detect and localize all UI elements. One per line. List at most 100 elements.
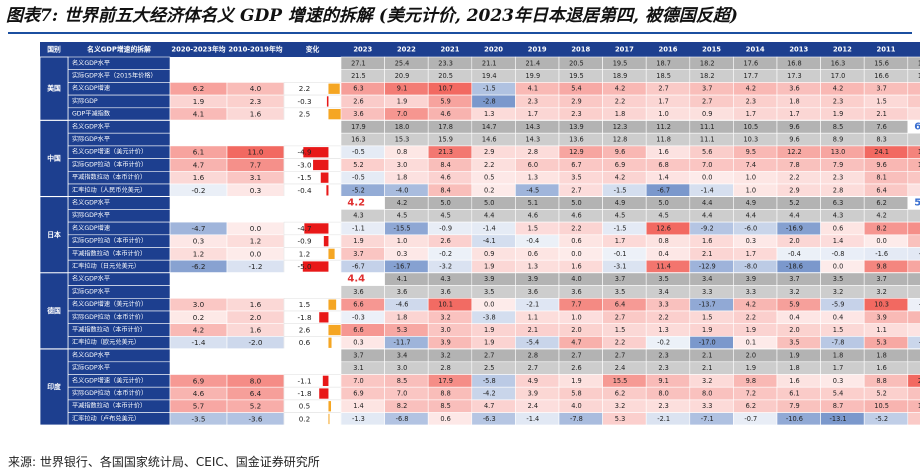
year-value: 4.5 bbox=[615, 212, 625, 220]
year-value: 14.3 bbox=[526, 123, 541, 131]
avg2-value: 1.6 bbox=[250, 326, 262, 335]
avg2-value: -1.2 bbox=[248, 262, 262, 271]
year-value: 1.7 bbox=[528, 110, 538, 118]
year-value: 4.4 bbox=[702, 212, 712, 220]
year-value: 5.0 bbox=[658, 199, 668, 207]
year-value: -1.3 bbox=[352, 415, 365, 423]
year-value: 3.7 bbox=[876, 275, 886, 283]
year-value: 6.9 bbox=[353, 390, 363, 398]
change-value: 2.6 bbox=[299, 326, 311, 335]
year-value: 18.0 bbox=[395, 123, 410, 131]
header-year-2020: 2020 bbox=[484, 46, 503, 54]
year-value: 2.3 bbox=[571, 110, 581, 118]
row-label: 实际GDP水平（2015年价格） bbox=[72, 72, 157, 80]
year-value: 3.2 bbox=[833, 288, 843, 296]
year-value: 6.6 bbox=[353, 326, 363, 334]
year-value: 1.8 bbox=[615, 110, 625, 118]
year-value: 11.4 bbox=[656, 263, 671, 271]
change-cell bbox=[283, 170, 342, 185]
year-cell bbox=[907, 323, 920, 337]
year-value: 3.0 bbox=[440, 326, 450, 334]
avg2-value: -3.6 bbox=[248, 414, 262, 423]
year-value: 1.9 bbox=[746, 326, 756, 334]
header-row bbox=[40, 42, 920, 58]
row-label: 平减指数拉动（本币计价） bbox=[72, 249, 146, 257]
row-label: 名义GDP水平 bbox=[72, 199, 110, 207]
change-value: -4.7 bbox=[298, 224, 312, 233]
year-value: 10.5 bbox=[874, 402, 889, 410]
country-label: 日本 bbox=[47, 230, 61, 239]
year-value: 4.1 bbox=[528, 85, 538, 93]
header-metric: 名义GDP增速的拆解 bbox=[87, 45, 151, 54]
year-value: 2.7 bbox=[484, 351, 494, 359]
year-value: 6.3 bbox=[353, 85, 363, 93]
avg2-value: 4.0 bbox=[250, 84, 262, 93]
avg1-value: -4.7 bbox=[191, 224, 205, 233]
year-value: 2.7 bbox=[702, 97, 712, 105]
change-value: 0.2 bbox=[299, 414, 310, 423]
year-value: 4.7 bbox=[571, 339, 581, 347]
year-value: 1.7 bbox=[789, 110, 799, 118]
year-value: -0.2 bbox=[657, 339, 670, 347]
change-bar bbox=[319, 388, 329, 399]
year-value: 13.9 bbox=[569, 123, 584, 131]
year-cell bbox=[907, 69, 920, 83]
year-value: 5.3 bbox=[876, 339, 886, 347]
year-value: 2.2 bbox=[615, 97, 625, 105]
row-label: 实际GDP bbox=[72, 97, 98, 105]
year-value: 1.5 bbox=[702, 313, 712, 321]
year-value: 3.5 bbox=[571, 174, 581, 182]
change-bar bbox=[323, 235, 329, 247]
avg2-value: 1.6 bbox=[250, 300, 262, 309]
year-value: 5.0 bbox=[571, 199, 581, 207]
year-value: 1.4 bbox=[658, 174, 668, 182]
year-value: 2.2 bbox=[615, 339, 625, 347]
year-value: 10.6 bbox=[918, 161, 920, 169]
year-value: -12.9 bbox=[699, 263, 716, 271]
year-value: 1.0 bbox=[571, 313, 581, 321]
year-value: -2.1 bbox=[657, 415, 670, 423]
year-value: 4.0 bbox=[571, 275, 581, 283]
year-value: 3.4 bbox=[397, 351, 407, 359]
year-value: 13.6 bbox=[569, 136, 584, 144]
year-value: 4.2 bbox=[397, 199, 407, 207]
avg2-value: 0.3 bbox=[250, 186, 261, 195]
year-value: 1.3 bbox=[528, 174, 538, 182]
year-value: 1.6 bbox=[876, 364, 886, 372]
year-value: 2.0 bbox=[746, 351, 756, 359]
header-year-2021: 2021 bbox=[441, 46, 460, 54]
year-value: -5.2 bbox=[919, 339, 920, 347]
year-value: -0.2 bbox=[439, 250, 452, 258]
year-value: 21.5 bbox=[351, 72, 366, 80]
year-value: -5.2 bbox=[875, 415, 888, 423]
row-label: 实际GDP水平 bbox=[72, 135, 110, 143]
year-value: 6.2 bbox=[876, 199, 886, 207]
year-value: 8.4 bbox=[440, 161, 450, 169]
avg1-value: 4.7 bbox=[193, 160, 204, 169]
year-value: 5.3 bbox=[615, 415, 625, 423]
year-cell bbox=[907, 336, 920, 350]
avg1-value: 0.2 bbox=[193, 313, 204, 322]
year-value: 17.9 bbox=[438, 377, 453, 385]
year-value: 25.4 bbox=[395, 59, 410, 67]
year-value: 8.8 bbox=[876, 377, 886, 385]
table-svg: 国别 名义GDP增速的拆解 2020-2023年均 2010-2019年均 变化 2023… bbox=[40, 42, 920, 426]
change-cell bbox=[283, 399, 342, 413]
year-value: 1.4 bbox=[353, 402, 363, 410]
year-value: 9.6 bbox=[876, 161, 886, 169]
year-value: -6.8 bbox=[396, 415, 409, 423]
year-value: 5.4 bbox=[833, 390, 843, 398]
row-label: 名义GDP水平 bbox=[72, 351, 110, 359]
row-label: 实际GDP水平 bbox=[72, 364, 110, 372]
avg1-value: 4.6 bbox=[193, 389, 205, 398]
country-cell bbox=[40, 272, 69, 350]
change-bar bbox=[328, 299, 337, 310]
year-value: 2.7 bbox=[528, 364, 538, 372]
change-value: -1.8 bbox=[298, 313, 312, 322]
row-label: 名义GDP增速 bbox=[72, 224, 110, 232]
year-value: 1.8 bbox=[833, 351, 843, 359]
change-value: 0.5 bbox=[299, 402, 310, 411]
year-value: 0.1 bbox=[746, 339, 756, 347]
year-value: 0.3 bbox=[397, 250, 407, 258]
year-value: 1.9 bbox=[702, 326, 712, 334]
